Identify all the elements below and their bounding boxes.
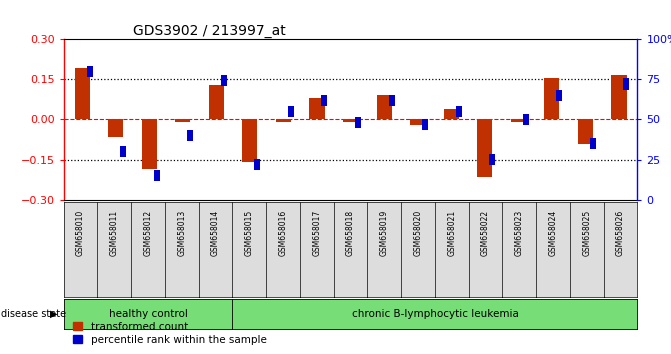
Bar xyxy=(489,154,495,165)
Bar xyxy=(87,65,93,77)
Text: GSM658019: GSM658019 xyxy=(380,210,389,256)
Text: GSM658012: GSM658012 xyxy=(144,210,152,256)
Bar xyxy=(590,138,596,149)
Text: GSM658026: GSM658026 xyxy=(616,210,625,256)
Bar xyxy=(276,120,291,122)
Text: GSM658024: GSM658024 xyxy=(549,210,558,256)
Bar xyxy=(221,75,227,86)
Bar xyxy=(355,117,361,129)
Bar xyxy=(209,85,224,120)
Bar xyxy=(74,68,90,120)
Bar xyxy=(376,95,392,120)
Text: GSM658021: GSM658021 xyxy=(448,210,456,256)
Text: GSM658010: GSM658010 xyxy=(76,210,85,256)
Text: GSM658014: GSM658014 xyxy=(211,210,220,256)
Legend: transformed count, percentile rank within the sample: transformed count, percentile rank withi… xyxy=(69,317,271,349)
Text: GSM658025: GSM658025 xyxy=(582,210,591,256)
Text: chronic B-lymphocytic leukemia: chronic B-lymphocytic leukemia xyxy=(352,309,519,319)
Bar xyxy=(422,119,428,130)
Bar xyxy=(343,120,358,122)
Text: GSM658015: GSM658015 xyxy=(245,210,254,256)
Text: GSM658011: GSM658011 xyxy=(110,210,119,256)
Bar xyxy=(321,95,327,106)
Bar xyxy=(309,98,325,120)
Text: healthy control: healthy control xyxy=(109,309,188,319)
Text: GSM658020: GSM658020 xyxy=(413,210,423,256)
Bar xyxy=(288,106,294,117)
Bar xyxy=(187,130,193,141)
Bar xyxy=(611,75,627,120)
Bar xyxy=(410,120,425,125)
Text: GDS3902 / 213997_at: GDS3902 / 213997_at xyxy=(133,24,285,38)
Bar xyxy=(556,90,562,101)
Text: GSM658016: GSM658016 xyxy=(278,210,288,256)
Bar xyxy=(578,120,593,144)
Text: ▶: ▶ xyxy=(50,309,58,319)
Bar xyxy=(142,120,157,169)
Text: GSM658018: GSM658018 xyxy=(346,210,355,256)
Text: GSM658017: GSM658017 xyxy=(312,210,321,256)
Text: GSM658022: GSM658022 xyxy=(481,210,490,256)
Bar xyxy=(511,120,526,122)
Text: GSM658023: GSM658023 xyxy=(515,210,524,256)
Bar xyxy=(120,146,126,157)
Bar xyxy=(254,159,260,170)
Bar xyxy=(444,109,459,120)
Bar xyxy=(154,170,160,182)
Bar xyxy=(242,120,258,162)
Bar xyxy=(108,120,123,137)
Bar xyxy=(623,78,629,90)
Bar xyxy=(477,120,493,177)
Bar xyxy=(544,78,560,120)
Bar xyxy=(389,95,395,106)
Text: disease state: disease state xyxy=(1,309,66,319)
Bar xyxy=(456,106,462,117)
Bar xyxy=(523,114,529,125)
Text: GSM658013: GSM658013 xyxy=(177,210,187,256)
Bar xyxy=(175,120,191,122)
